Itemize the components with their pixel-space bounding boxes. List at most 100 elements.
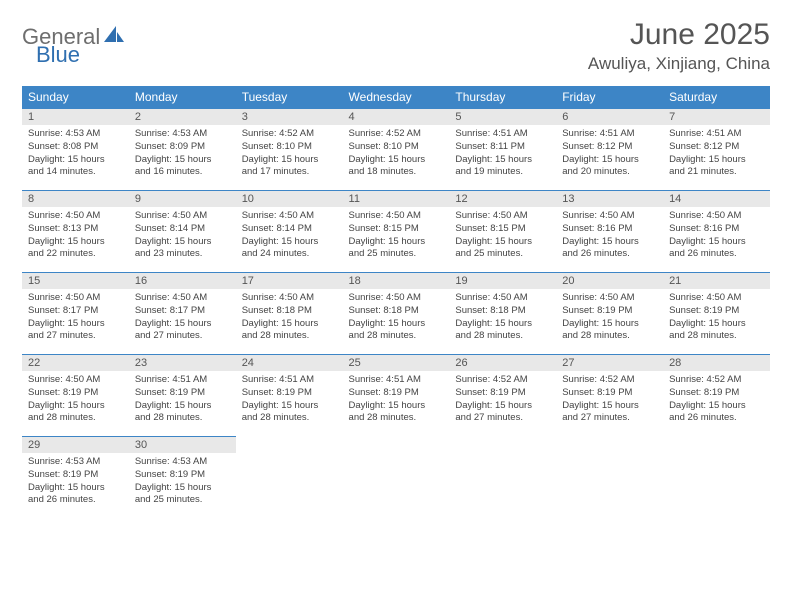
day-cell-empty — [449, 436, 556, 518]
daylight-line: Daylight: 15 hours and 28 minutes. — [349, 400, 444, 426]
daylight-line: Daylight: 15 hours and 26 minutes. — [669, 400, 764, 426]
day-number: 1 — [22, 109, 129, 125]
sunrise-line: Sunrise: 4:53 AM — [135, 456, 230, 469]
day-number: 26 — [449, 355, 556, 371]
day-number: 9 — [129, 191, 236, 207]
daylight-line: Daylight: 15 hours and 28 minutes. — [242, 318, 337, 344]
day-cell: 23Sunrise: 4:51 AMSunset: 8:19 PMDayligh… — [129, 354, 236, 436]
daylight-line: Daylight: 15 hours and 18 minutes. — [349, 154, 444, 180]
calendar-week-row: 8Sunrise: 4:50 AMSunset: 8:13 PMDaylight… — [22, 190, 770, 272]
day-details: Sunrise: 4:50 AMSunset: 8:17 PMDaylight:… — [129, 289, 236, 347]
day-details: Sunrise: 4:50 AMSunset: 8:15 PMDaylight:… — [343, 207, 450, 265]
day-details: Sunrise: 4:50 AMSunset: 8:16 PMDaylight:… — [663, 207, 770, 265]
daylight-line: Daylight: 15 hours and 16 minutes. — [135, 154, 230, 180]
daylight-line: Daylight: 15 hours and 20 minutes. — [562, 154, 657, 180]
sunrise-line: Sunrise: 4:50 AM — [135, 292, 230, 305]
day-cell: 15Sunrise: 4:50 AMSunset: 8:17 PMDayligh… — [22, 272, 129, 354]
day-cell: 22Sunrise: 4:50 AMSunset: 8:19 PMDayligh… — [22, 354, 129, 436]
day-details: Sunrise: 4:50 AMSunset: 8:14 PMDaylight:… — [129, 207, 236, 265]
day-details: Sunrise: 4:50 AMSunset: 8:13 PMDaylight:… — [22, 207, 129, 265]
sunset-line: Sunset: 8:16 PM — [669, 223, 764, 236]
sunset-line: Sunset: 8:14 PM — [135, 223, 230, 236]
weekday-header: Wednesday — [343, 86, 450, 108]
sunrise-line: Sunrise: 4:53 AM — [28, 128, 123, 141]
day-cell: 28Sunrise: 4:52 AMSunset: 8:19 PMDayligh… — [663, 354, 770, 436]
sunrise-line: Sunrise: 4:52 AM — [455, 374, 550, 387]
calendar-cell: 8Sunrise: 4:50 AMSunset: 8:13 PMDaylight… — [22, 190, 129, 272]
sunrise-line: Sunrise: 4:50 AM — [562, 210, 657, 223]
day-cell: 25Sunrise: 4:51 AMSunset: 8:19 PMDayligh… — [343, 354, 450, 436]
day-number: 8 — [22, 191, 129, 207]
calendar-cell: 17Sunrise: 4:50 AMSunset: 8:18 PMDayligh… — [236, 272, 343, 354]
sunset-line: Sunset: 8:19 PM — [562, 305, 657, 318]
calendar-cell: 3Sunrise: 4:52 AMSunset: 8:10 PMDaylight… — [236, 108, 343, 190]
sunset-line: Sunset: 8:19 PM — [242, 387, 337, 400]
day-cell: 8Sunrise: 4:50 AMSunset: 8:13 PMDaylight… — [22, 190, 129, 272]
day-details: Sunrise: 4:52 AMSunset: 8:19 PMDaylight:… — [556, 371, 663, 429]
calendar-cell: 12Sunrise: 4:50 AMSunset: 8:15 PMDayligh… — [449, 190, 556, 272]
sunset-line: Sunset: 8:19 PM — [669, 305, 764, 318]
daylight-line: Daylight: 15 hours and 28 minutes. — [349, 318, 444, 344]
sunset-line: Sunset: 8:10 PM — [349, 141, 444, 154]
weekday-header: Friday — [556, 86, 663, 108]
day-number: 29 — [22, 437, 129, 453]
day-cell-empty — [663, 436, 770, 518]
day-number: 13 — [556, 191, 663, 207]
day-number: 11 — [343, 191, 450, 207]
sunset-line: Sunset: 8:09 PM — [135, 141, 230, 154]
sunrise-line: Sunrise: 4:52 AM — [669, 374, 764, 387]
day-number: 23 — [129, 355, 236, 371]
day-details: Sunrise: 4:51 AMSunset: 8:12 PMDaylight:… — [663, 125, 770, 183]
day-details: Sunrise: 4:51 AMSunset: 8:12 PMDaylight:… — [556, 125, 663, 183]
sunset-line: Sunset: 8:19 PM — [28, 387, 123, 400]
daylight-line: Daylight: 15 hours and 28 minutes. — [135, 400, 230, 426]
day-details: Sunrise: 4:50 AMSunset: 8:19 PMDaylight:… — [663, 289, 770, 347]
sunset-line: Sunset: 8:17 PM — [135, 305, 230, 318]
sunset-line: Sunset: 8:19 PM — [562, 387, 657, 400]
calendar-cell: 13Sunrise: 4:50 AMSunset: 8:16 PMDayligh… — [556, 190, 663, 272]
sunrise-line: Sunrise: 4:50 AM — [562, 292, 657, 305]
day-cell: 14Sunrise: 4:50 AMSunset: 8:16 PMDayligh… — [663, 190, 770, 272]
sunset-line: Sunset: 8:19 PM — [135, 469, 230, 482]
calendar-cell: 24Sunrise: 4:51 AMSunset: 8:19 PMDayligh… — [236, 354, 343, 436]
day-details: Sunrise: 4:50 AMSunset: 8:18 PMDaylight:… — [449, 289, 556, 347]
weekday-header: Saturday — [663, 86, 770, 108]
sunset-line: Sunset: 8:18 PM — [455, 305, 550, 318]
calendar-table: SundayMondayTuesdayWednesdayThursdayFrid… — [22, 86, 770, 518]
day-number: 4 — [343, 109, 450, 125]
day-cell-empty — [236, 436, 343, 518]
daylight-line: Daylight: 15 hours and 28 minutes. — [242, 400, 337, 426]
calendar-cell — [556, 436, 663, 518]
daylight-line: Daylight: 15 hours and 28 minutes. — [28, 400, 123, 426]
sunrise-line: Sunrise: 4:50 AM — [669, 210, 764, 223]
day-details: Sunrise: 4:50 AMSunset: 8:17 PMDaylight:… — [22, 289, 129, 347]
day-number: 10 — [236, 191, 343, 207]
day-cell: 11Sunrise: 4:50 AMSunset: 8:15 PMDayligh… — [343, 190, 450, 272]
day-number: 6 — [556, 109, 663, 125]
calendar-cell: 9Sunrise: 4:50 AMSunset: 8:14 PMDaylight… — [129, 190, 236, 272]
daylight-line: Daylight: 15 hours and 22 minutes. — [28, 236, 123, 262]
day-details: Sunrise: 4:52 AMSunset: 8:10 PMDaylight:… — [236, 125, 343, 183]
sunrise-line: Sunrise: 4:50 AM — [242, 292, 337, 305]
weekday-header-row: SundayMondayTuesdayWednesdayThursdayFrid… — [22, 86, 770, 108]
daylight-line: Daylight: 15 hours and 21 minutes. — [669, 154, 764, 180]
calendar-cell: 20Sunrise: 4:50 AMSunset: 8:19 PMDayligh… — [556, 272, 663, 354]
sunset-line: Sunset: 8:18 PM — [242, 305, 337, 318]
daylight-line: Daylight: 15 hours and 27 minutes. — [28, 318, 123, 344]
day-cell: 29Sunrise: 4:53 AMSunset: 8:19 PMDayligh… — [22, 436, 129, 518]
day-number: 18 — [343, 273, 450, 289]
daylight-line: Daylight: 15 hours and 27 minutes. — [562, 400, 657, 426]
sunset-line: Sunset: 8:12 PM — [669, 141, 764, 154]
day-cell: 6Sunrise: 4:51 AMSunset: 8:12 PMDaylight… — [556, 108, 663, 190]
weekday-header: Sunday — [22, 86, 129, 108]
day-details: Sunrise: 4:50 AMSunset: 8:18 PMDaylight:… — [236, 289, 343, 347]
day-number: 28 — [663, 355, 770, 371]
day-cell: 5Sunrise: 4:51 AMSunset: 8:11 PMDaylight… — [449, 108, 556, 190]
logo-word2: Blue — [36, 42, 80, 68]
calendar-cell: 28Sunrise: 4:52 AMSunset: 8:19 PMDayligh… — [663, 354, 770, 436]
day-cell: 9Sunrise: 4:50 AMSunset: 8:14 PMDaylight… — [129, 190, 236, 272]
daylight-line: Daylight: 15 hours and 14 minutes. — [28, 154, 123, 180]
day-cell: 27Sunrise: 4:52 AMSunset: 8:19 PMDayligh… — [556, 354, 663, 436]
logo: General Blue — [22, 18, 124, 50]
calendar-week-row: 22Sunrise: 4:50 AMSunset: 8:19 PMDayligh… — [22, 354, 770, 436]
